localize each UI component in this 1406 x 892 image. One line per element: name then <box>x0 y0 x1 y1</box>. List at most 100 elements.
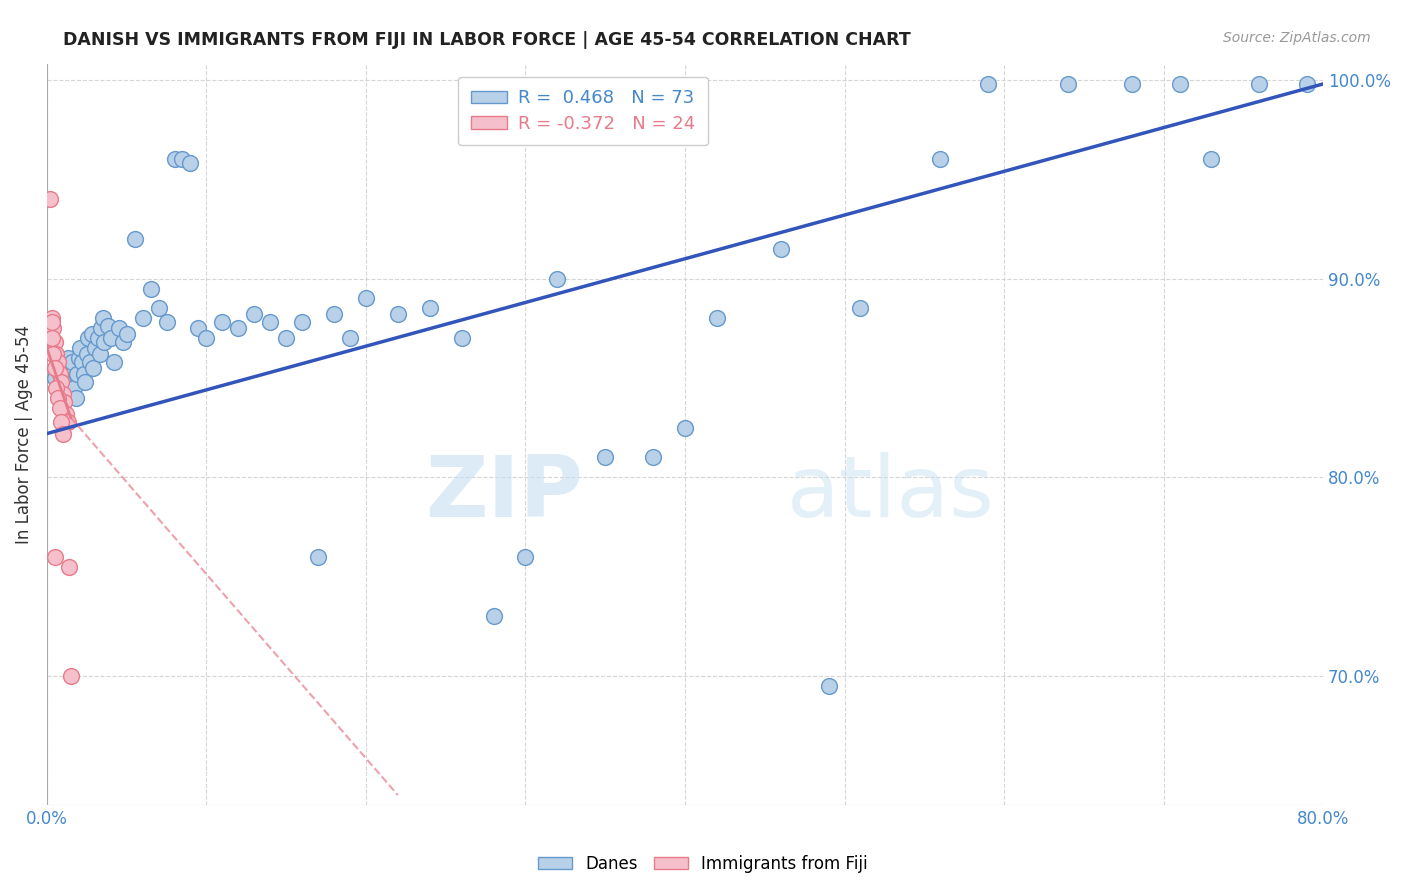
Point <box>83 341 105 355</box>
Point <box>163 153 186 167</box>
Point <box>1168 77 1191 91</box>
Point <box>354 292 377 306</box>
Point <box>76 347 98 361</box>
Point <box>59 361 82 376</box>
Point <box>977 77 1000 91</box>
Point <box>1296 77 1319 91</box>
Point <box>52 387 75 401</box>
Point <box>52 426 75 441</box>
Point <box>515 549 537 564</box>
Point <box>62 355 84 369</box>
Point <box>187 321 209 335</box>
Point <box>291 315 314 329</box>
Point <box>643 450 665 465</box>
Point <box>1057 77 1080 91</box>
Point <box>42 321 65 335</box>
Point <box>45 347 67 361</box>
Point <box>450 331 472 345</box>
Point <box>172 153 194 167</box>
Point <box>276 331 298 345</box>
Text: ZIP: ZIP <box>425 452 583 535</box>
Point <box>211 315 233 329</box>
Legend: R =  0.468   N = 73, R = -0.372   N = 24: R = 0.468 N = 73, R = -0.372 N = 24 <box>458 77 707 145</box>
Point <box>80 327 103 342</box>
Point <box>929 153 952 167</box>
Point <box>44 335 66 350</box>
Point <box>817 679 839 693</box>
Point <box>243 307 266 321</box>
Point <box>52 375 75 389</box>
Point <box>66 367 89 381</box>
Point <box>112 335 135 350</box>
Point <box>75 375 97 389</box>
Point <box>155 315 177 329</box>
Point <box>131 311 153 326</box>
Point <box>89 347 111 361</box>
Point <box>59 669 82 683</box>
Point <box>44 371 66 385</box>
Point <box>546 271 568 285</box>
Point <box>41 315 63 329</box>
Point <box>91 311 114 326</box>
Point <box>1201 153 1223 167</box>
Point <box>593 450 616 465</box>
Point <box>107 321 129 335</box>
Point <box>70 355 93 369</box>
Point <box>51 375 73 389</box>
Point <box>77 331 100 345</box>
Point <box>307 549 329 564</box>
Point <box>482 609 505 624</box>
Point <box>48 401 70 415</box>
Point <box>41 311 63 326</box>
Point <box>323 307 346 321</box>
Text: DANISH VS IMMIGRANTS FROM FIJI IN LABOR FORCE | AGE 45-54 CORRELATION CHART: DANISH VS IMMIGRANTS FROM FIJI IN LABOR … <box>63 31 911 49</box>
Y-axis label: In Labor Force | Age 45-54: In Labor Force | Age 45-54 <box>15 325 32 544</box>
Point <box>48 361 70 376</box>
Point <box>93 335 115 350</box>
Point <box>51 415 73 429</box>
Legend: Danes, Immigrants from Fiji: Danes, Immigrants from Fiji <box>531 848 875 880</box>
Point <box>46 355 69 369</box>
Point <box>44 549 66 564</box>
Point <box>103 355 125 369</box>
Text: Source: ZipAtlas.com: Source: ZipAtlas.com <box>1223 31 1371 45</box>
Point <box>96 319 118 334</box>
Point <box>228 321 250 335</box>
Point <box>53 394 76 409</box>
Point <box>45 381 67 395</box>
Point <box>58 559 80 574</box>
Point <box>179 156 201 170</box>
Point <box>90 321 112 335</box>
Text: atlas: atlas <box>787 452 995 535</box>
Point <box>706 311 728 326</box>
Point <box>1121 77 1143 91</box>
Point <box>339 331 361 345</box>
Point <box>55 387 77 401</box>
Point <box>56 351 79 365</box>
Point <box>115 327 138 342</box>
Point <box>387 307 409 321</box>
Point <box>769 242 792 256</box>
Point <box>849 301 872 316</box>
Point <box>1249 77 1271 91</box>
Point <box>39 192 62 206</box>
Point <box>72 367 94 381</box>
Point <box>82 361 104 376</box>
Point <box>100 331 122 345</box>
Point <box>44 361 66 376</box>
Point <box>69 341 91 355</box>
Point <box>48 367 70 381</box>
Point <box>87 331 110 345</box>
Point <box>63 381 86 395</box>
Point <box>419 301 441 316</box>
Point <box>55 407 77 421</box>
Point <box>46 391 69 405</box>
Point <box>259 315 281 329</box>
Point <box>41 331 63 345</box>
Point <box>673 420 696 434</box>
Point <box>67 351 90 365</box>
Point <box>124 232 146 246</box>
Point <box>42 347 65 361</box>
Point <box>148 301 170 316</box>
Point <box>195 331 218 345</box>
